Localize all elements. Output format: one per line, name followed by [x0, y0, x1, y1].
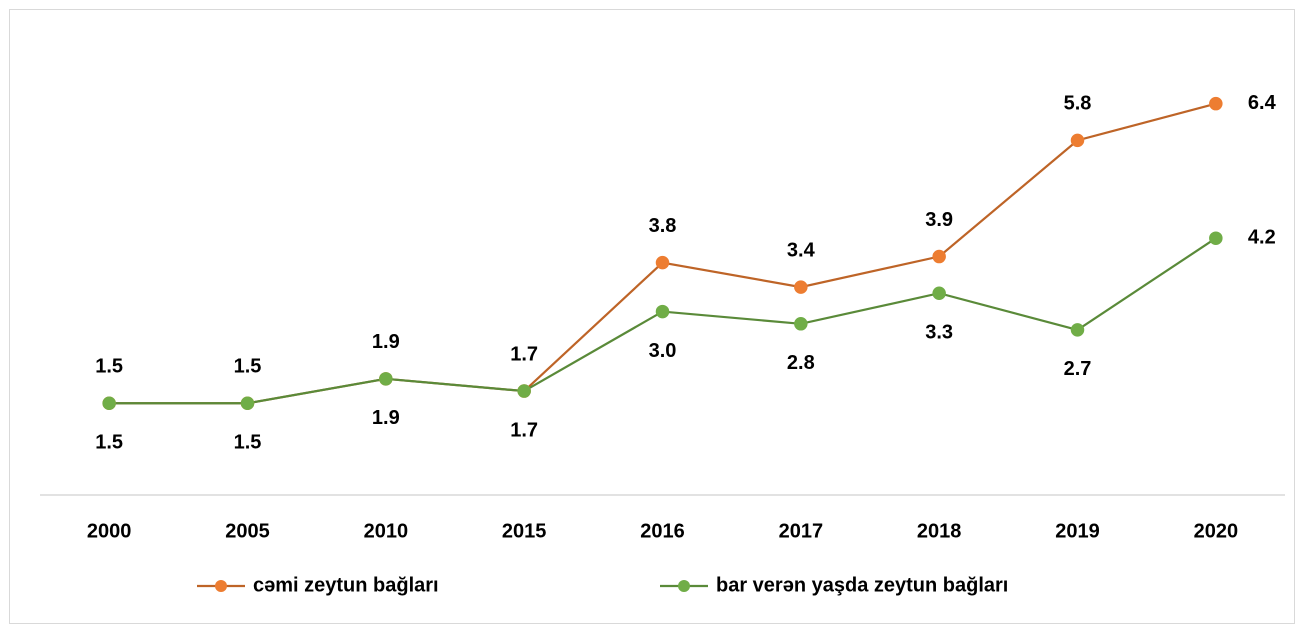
data-label: 1.9: [372, 331, 400, 353]
point-marker: [1070, 133, 1085, 148]
x-tick-label: 2019: [1055, 520, 1100, 542]
data-label: 3.9: [925, 209, 953, 231]
x-tick-label: 2000: [87, 520, 132, 542]
legend-marker: [215, 580, 227, 592]
point-marker: [379, 372, 393, 386]
legend-label: bar verən yaşda zeytun bağları: [716, 574, 1008, 596]
data-label: 1.7: [510, 419, 538, 441]
point-marker: [655, 255, 670, 270]
x-tick-label: 2016: [640, 520, 685, 542]
point-marker: [1209, 96, 1223, 111]
x-tick-label: 2017: [779, 520, 824, 542]
point-marker: [1070, 323, 1085, 337]
x-tick-label: 2020: [1194, 520, 1239, 542]
x-tick-label: 2005: [225, 520, 270, 542]
data-label: 1.5: [95, 432, 123, 454]
point-marker: [655, 304, 670, 319]
point-marker: [1209, 231, 1223, 245]
data-label: 3.8: [649, 215, 677, 237]
legend-label: cəmi zeytun bağları: [253, 574, 439, 596]
point-marker: [932, 286, 946, 300]
data-label: 5.8: [1064, 93, 1092, 115]
data-label: 3.4: [787, 239, 816, 261]
point-marker: [932, 249, 946, 264]
data-label: 3.3: [925, 322, 953, 344]
data-label: 3.0: [649, 340, 677, 362]
point-marker: [517, 384, 531, 398]
data-label: 1.5: [234, 356, 262, 378]
legend-marker: [678, 580, 690, 592]
data-label: 6.4: [1248, 92, 1277, 114]
x-tick-label: 2010: [364, 520, 409, 542]
data-label: 2.7: [1064, 358, 1092, 380]
point-marker: [102, 396, 116, 411]
point-marker: [240, 396, 255, 411]
data-label: 1.5: [95, 356, 123, 378]
data-label: 1.5: [234, 432, 262, 454]
x-tick-label: 2015: [502, 520, 547, 542]
data-label: 1.9: [372, 407, 400, 429]
data-label: 1.7: [510, 343, 538, 365]
data-label: 4.2: [1248, 226, 1276, 248]
data-label: 2.8: [787, 352, 815, 374]
point-marker: [794, 317, 808, 331]
point-marker: [794, 280, 808, 294]
x-tick-label: 2018: [917, 520, 962, 542]
